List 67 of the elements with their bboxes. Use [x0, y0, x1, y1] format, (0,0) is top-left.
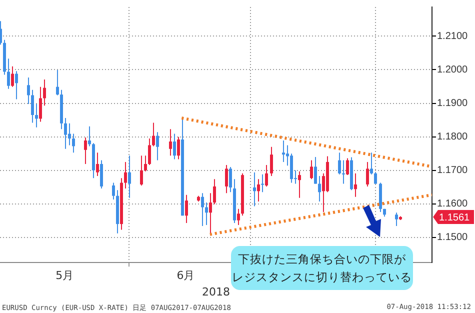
candlestick: [395, 212, 398, 227]
candlestick: [177, 136, 180, 160]
candlestick: [43, 78, 46, 106]
candlestick: [56, 70, 59, 96]
candlestick: [128, 155, 131, 198]
candlestick: [270, 146, 273, 177]
candlestick: [185, 194, 188, 224]
candlestick: [201, 192, 204, 227]
y-tick-label: 1.2000: [437, 64, 468, 76]
candlestick: [112, 182, 115, 200]
candlestick: [173, 133, 176, 160]
candlestick: [342, 160, 345, 184]
text: レジスタンスに切り替わっている: [231, 269, 413, 286]
candlestick: [96, 152, 99, 177]
y-tick-label: 1.1800: [437, 132, 468, 143]
candlestick: [169, 128, 172, 156]
candlestick: [11, 66, 14, 88]
candlestick: [310, 160, 313, 180]
candlestick: [346, 158, 349, 176]
candlestick: [229, 166, 232, 193]
candlestick: [290, 153, 293, 184]
candlestick: [7, 58, 10, 90]
candlestick: [298, 170, 301, 198]
candlestick: [318, 176, 321, 202]
candlestick: [354, 172, 357, 198]
y-tick-label: 1.1700: [437, 165, 468, 176]
candlestick: [31, 89, 34, 124]
y-tick-label: 1.1900: [437, 98, 468, 110]
candlestick: [72, 133, 75, 154]
x-tick-label: 6月: [176, 269, 195, 282]
candlestick: [338, 152, 341, 175]
candlestick: [156, 132, 159, 161]
candlestick: [366, 161, 369, 187]
candlestick: [148, 138, 151, 166]
candlestick: [282, 140, 285, 162]
y-tick-label: 1.2100: [437, 30, 468, 42]
candlestick: [64, 118, 67, 150]
candlestick: [100, 160, 103, 189]
candlestick: [144, 155, 147, 172]
candlestick: [225, 164, 228, 194]
candlestick: [88, 126, 91, 147]
x-axis-title: 2018: [202, 285, 230, 298]
candlestick: [253, 172, 256, 207]
candlestick: [15, 70, 18, 100]
candlestick: [265, 164, 268, 187]
x-tick-label: 5月: [56, 269, 74, 282]
annotation: 下抜けた三角保ち合いの下限が: [237, 251, 407, 268]
candlestick: [374, 172, 377, 184]
candlestick: [261, 174, 264, 193]
candlestick: [213, 178, 216, 205]
candlestick: [314, 156, 317, 184]
candlestick: [205, 202, 208, 226]
candlestick: [39, 86, 42, 122]
candlestick: [152, 122, 155, 147]
candlestick: [257, 178, 260, 202]
candlestick: [68, 122, 71, 146]
candlestick: [124, 161, 127, 189]
candlestick: [35, 103, 38, 128]
y-tick-label: 1.1500: [437, 232, 468, 244]
candlestick: [27, 76, 30, 104]
text: 1.1561: [439, 212, 470, 224]
candlestick: [140, 155, 143, 186]
y-tick-label: 1.1600: [437, 198, 468, 210]
candlestick: [84, 136, 87, 164]
candlestick: [237, 208, 240, 226]
candlestick: [370, 152, 373, 175]
candlestick: [209, 192, 212, 235]
